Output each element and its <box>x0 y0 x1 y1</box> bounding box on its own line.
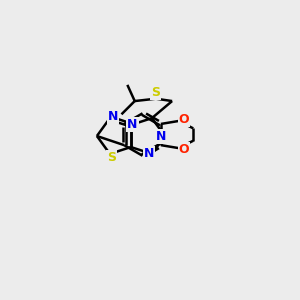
Text: N: N <box>156 130 166 142</box>
Text: N: N <box>127 118 137 131</box>
Text: N: N <box>108 110 118 123</box>
Text: S: S <box>107 151 116 164</box>
Text: O: O <box>178 143 189 156</box>
Text: S: S <box>152 86 160 99</box>
Text: O: O <box>178 113 189 126</box>
Text: N: N <box>144 147 154 161</box>
